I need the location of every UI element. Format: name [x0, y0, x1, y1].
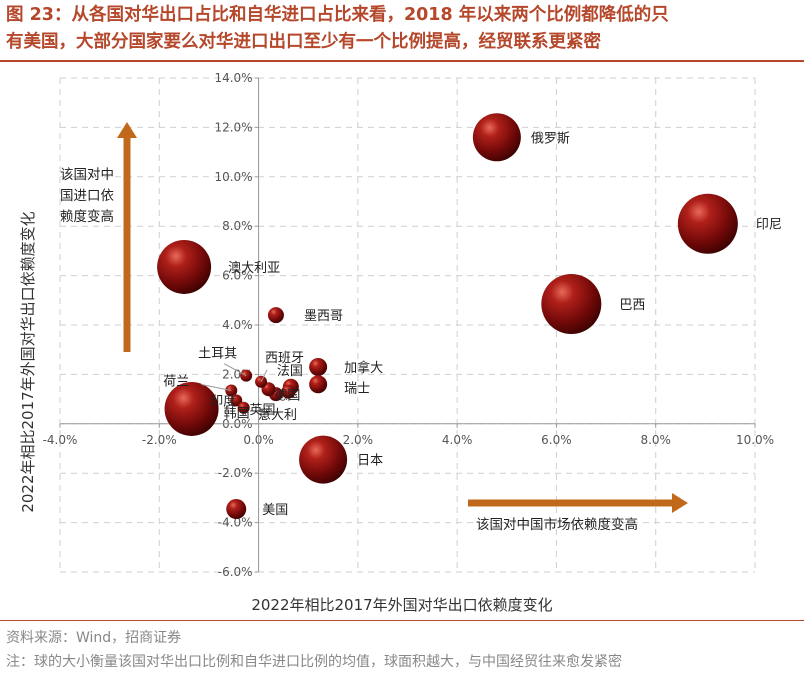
bubble-墨西哥 [267, 307, 284, 324]
point-label: 意大利 [258, 407, 297, 423]
y-tick-label: -6.0% [218, 565, 253, 579]
point-label: 土耳其 [198, 347, 237, 362]
y-tick-label: 8.0% [222, 219, 253, 233]
x-tick-label: 4.0% [442, 433, 473, 447]
point-label: 法国 [277, 364, 303, 379]
x-tick-label: -2.0% [142, 433, 177, 447]
bubble-印度 [230, 394, 243, 407]
y-tick-label: -2.0% [218, 466, 253, 480]
point-label: 加拿大 [344, 360, 383, 376]
bubble-美国 [226, 499, 247, 520]
point-label: 印度 [210, 393, 236, 409]
point-label: 日本 [357, 454, 383, 469]
point-label: 美国 [262, 503, 288, 518]
bubble-俄罗斯 [472, 113, 521, 162]
y-tick-label: 10.0% [214, 170, 252, 184]
y-tick-label: 14.0% [214, 71, 252, 85]
leader-line [260, 369, 268, 383]
up-arrow-label: 该国对中 [60, 167, 114, 183]
title-line-2: 有美国，大部分国家要么对华进口出口至少有一个比例提高，经贸联系更紧密 [6, 32, 601, 52]
x-tick-label: 10.0% [736, 433, 774, 447]
scatter-chart: -4.0% -2.0% 0.0% 2.0% 4.0% 6.0% 8.0% 10.0%-6.0%… [19, 71, 782, 614]
chart-title: 图 23：从各国对华出口占比和自华进口占比来看，2018 年以来两个比例都降低的… [6, 2, 798, 56]
bubble-巴西 [541, 274, 602, 335]
bubble-加拿大 [309, 357, 328, 376]
up-arrow-label: 国进口依 [60, 188, 114, 204]
point-label: 澳大利亚 [228, 260, 280, 276]
bubble-德国 [281, 384, 296, 399]
y-tick-label: 12.0% [214, 120, 252, 134]
bubble [164, 381, 219, 436]
y-tick-label: -4.0% [218, 516, 253, 530]
x-tick-label: -4.0% [43, 433, 78, 447]
x-axis-title: 2022年相比2017年外国对华出口依赖度变化 [251, 596, 552, 614]
up-arrow-label: 赖度变高 [60, 208, 114, 225]
bubble-印尼 [677, 193, 738, 254]
y-tick-label: 4.0% [222, 318, 253, 332]
source-text: 资料来源：Wind，招商证券 [6, 630, 182, 646]
title-line-1: 图 23：从各国对华出口占比和自华进口占比来看，2018 年以来两个比例都降低的… [6, 5, 669, 25]
x-tick-label: 6.0% [541, 433, 572, 447]
y-axis-title: 2022年相比2017年外国对华出口依赖度变化 [19, 211, 37, 512]
point-label: 西班牙 [265, 351, 304, 366]
leader-line [223, 363, 247, 377]
leader-line [201, 383, 232, 391]
point-label: 德国 [274, 389, 300, 404]
x-tick-label: 2.0% [343, 433, 374, 447]
x-tick-label: 8.0% [640, 433, 671, 447]
point-label: 巴西 [619, 298, 645, 313]
title-divider [0, 60, 804, 62]
point-label: 墨西哥 [304, 309, 343, 324]
point-label: 韩国 [224, 407, 250, 422]
up-arrow-head [117, 122, 137, 138]
point-label: 俄罗斯 [531, 131, 570, 146]
bubble-韩国 [237, 401, 250, 414]
point-label: 荷兰 [163, 374, 189, 389]
point-label: 英国 [249, 403, 275, 418]
right-arrow-label: 该国对中国市场依赖度变高 [476, 516, 638, 533]
footer-divider [0, 620, 804, 621]
bubble-日本 [299, 435, 348, 484]
bubble-澳大利亚 [157, 239, 212, 294]
point-label: 瑞士 [344, 381, 370, 396]
point-label: 印尼 [756, 218, 782, 233]
right-arrow-head [672, 493, 688, 513]
bubble-瑞士 [309, 375, 328, 394]
y-tick-label: 6.0% [222, 269, 253, 283]
note-text: 注：球的大小衡量该国对华出口比例和自华进口比例的均值，球面积越大，与中国经贸往来… [6, 654, 622, 670]
